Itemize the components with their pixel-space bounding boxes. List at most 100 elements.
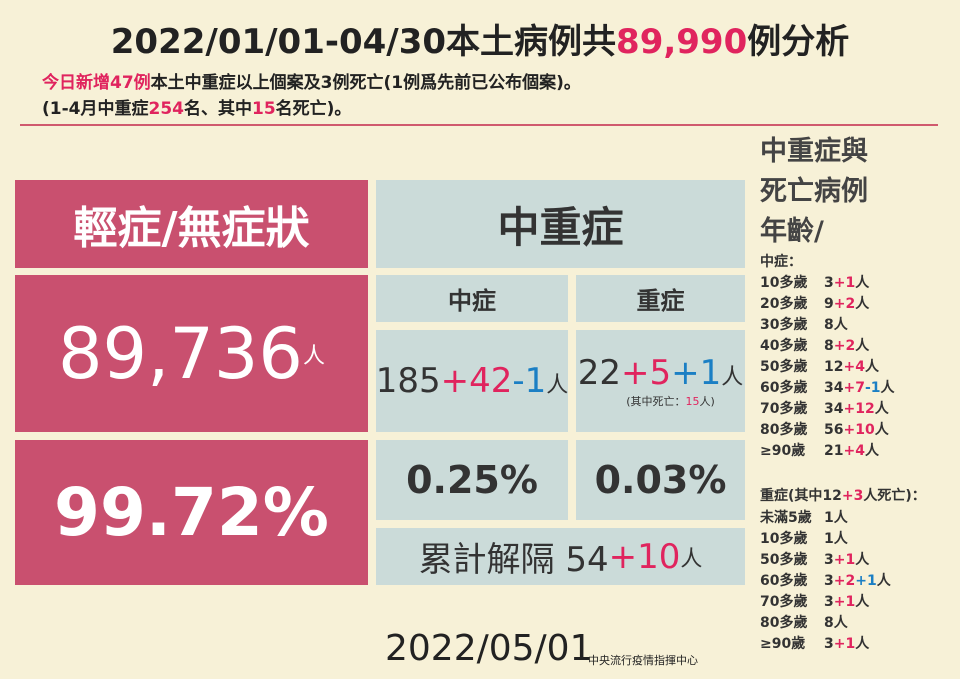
text-segment: 89,736 <box>58 312 303 395</box>
age-value: 9+2人 <box>824 296 869 312</box>
text-segment: 3 <box>824 636 834 652</box>
text-segment: 8人 <box>824 317 848 333</box>
age-row: 80多歲 56+10人 <box>760 420 895 441</box>
text-segment: 人 <box>855 296 870 312</box>
text-segment: +1 <box>671 353 722 393</box>
age-value: 8人 <box>824 615 848 631</box>
text-segment: -1 <box>864 380 881 396</box>
critical-age-list: 未滿5歲 1人 10多歲 1人 50多歲 3+1人 60多歲 3+2+1人 70多歲 3+1人 80… <box>760 508 891 655</box>
age-row: 20多歲 9+2人 <box>760 294 895 315</box>
text-segment: 今日新增47例 <box>42 73 151 93</box>
text-segment: 人 <box>855 275 870 291</box>
text-segment: +42 <box>440 361 513 401</box>
text-segment: 8 <box>824 338 834 354</box>
text-segment: 名、其中 <box>183 99 252 119</box>
age-value: 3+1人 <box>824 275 869 291</box>
text-segment: 人 <box>874 422 889 438</box>
age: 10多歲 <box>760 275 808 291</box>
text-segment: +10 <box>608 536 681 577</box>
text-segment: 22 <box>577 353 621 393</box>
text-segment: 3 <box>824 552 834 568</box>
critical-cell: 22+5+1人 (其中死亡：15人) <box>576 330 745 432</box>
text-segment: +4 <box>843 359 865 375</box>
age-row: 50多歲 12+4人 <box>760 357 895 378</box>
age-value: 34+7-1人 <box>824 380 895 396</box>
text-segment: 人 <box>546 373 569 398</box>
text-segment: 3 <box>824 275 834 291</box>
age-row: ≥90歲 3+1人 <box>760 634 891 655</box>
age: ≥90歲 <box>760 636 806 652</box>
text-segment: +1 <box>833 552 856 568</box>
age: ≥90歲 <box>760 443 806 459</box>
critical-label: 重症 <box>576 275 745 322</box>
critical-age-label: 重症(其中12+3人死亡)： <box>760 486 926 507</box>
text-segment: +3 <box>841 488 864 504</box>
text-segment: +2 <box>833 296 856 312</box>
critical-value: 22+5+1人 <box>578 353 744 393</box>
moderate-value: 185+42-1人 <box>376 361 569 401</box>
text-segment: 人 <box>302 343 325 369</box>
text-segment: 本土中重症以上個案及3例死亡(1例爲先前已公布個案)。 <box>150 73 581 93</box>
age-row: 10多歲 1人 <box>760 529 891 550</box>
moderate-label: 中症 <box>376 275 568 322</box>
moderate-cell: 185+42-1人 <box>376 330 568 432</box>
text-segment: 人 <box>855 636 870 652</box>
subtitle: 今日新增47例本土中重症以上個案及3例死亡(1例爲先前已公布個案)。 <box>42 68 581 93</box>
age-value: 1人 <box>824 510 848 526</box>
age-row: 10多歲 3+1人 <box>760 273 895 294</box>
age-value: 8人 <box>824 317 848 333</box>
age: 未滿5歲 <box>760 510 812 526</box>
text-segment: (1-4月中重症 <box>42 99 149 119</box>
text-segment: +1 <box>855 573 877 589</box>
age-value: 1人 <box>824 531 848 547</box>
text-segment: -1 <box>512 361 547 401</box>
text-segment: +2 <box>833 338 856 354</box>
age: 60多歲 <box>760 573 808 589</box>
released: 累計解隔 54 +10 人 <box>376 528 745 585</box>
mild-count: 89,736 人 <box>15 275 368 432</box>
text-segment: 1人 <box>824 531 848 547</box>
text-segment: 21 <box>824 443 844 459</box>
age: 10多歲 <box>760 531 808 547</box>
age: 40多歲 <box>760 338 808 354</box>
age-value: 3+1人 <box>824 636 869 652</box>
text-segment: 3 <box>824 573 834 589</box>
text-segment: 89,990 <box>616 22 748 62</box>
text-segment: 名死亡)。 <box>275 99 352 119</box>
text-segment: 重症(其中12 <box>760 488 842 504</box>
text-segment: +1 <box>833 275 856 291</box>
age-row: 60多歲 34+7-1人 <box>760 378 895 399</box>
moderate-rate: 0.25% <box>376 440 568 520</box>
age-value: 56+10人 <box>824 422 889 438</box>
text-segment: +1 <box>833 636 856 652</box>
text-segment: 累計解隔 54 <box>418 540 609 580</box>
title: 2022/01/01-04/30本土病例共89,990例分析 <box>0 14 960 63</box>
age-row: 60多歲 3+2+1人 <box>760 571 891 592</box>
text-segment: 人) <box>699 395 715 408</box>
age-title-line: 中重症與 <box>760 136 868 167</box>
text-segment: 人 <box>680 546 703 572</box>
divider <box>20 124 938 126</box>
text-segment: 例分析 <box>747 22 850 62</box>
text-segment: 34 <box>824 380 844 396</box>
text-segment: 人 <box>855 338 870 354</box>
text-segment: 9 <box>824 296 834 312</box>
text-segment: +12 <box>843 401 875 417</box>
age-value: 34+12人 <box>824 401 889 417</box>
age-value: 3+1人 <box>824 552 869 568</box>
death-note: (其中死亡：15人) <box>626 393 715 409</box>
age-value: 8+2人 <box>824 338 869 354</box>
age-value: 3+2+1人 <box>824 573 891 589</box>
age-row: 70多歲 3+1人 <box>760 592 891 613</box>
text-segment: 254 <box>148 99 184 119</box>
text-segment: 34 <box>824 401 844 417</box>
critical-rate: 0.03% <box>576 440 745 520</box>
moderate-age-label: 中症： <box>760 254 802 270</box>
text-segment: 人 <box>864 443 879 459</box>
text-segment: 185 <box>375 361 441 401</box>
text-segment: +5 <box>621 353 672 393</box>
age: 70多歲 <box>760 594 808 610</box>
age: 80多歲 <box>760 422 808 438</box>
text-segment: 2022/01/01-04/30本土病例共 <box>110 22 617 62</box>
age-value: 21+4人 <box>824 443 879 459</box>
